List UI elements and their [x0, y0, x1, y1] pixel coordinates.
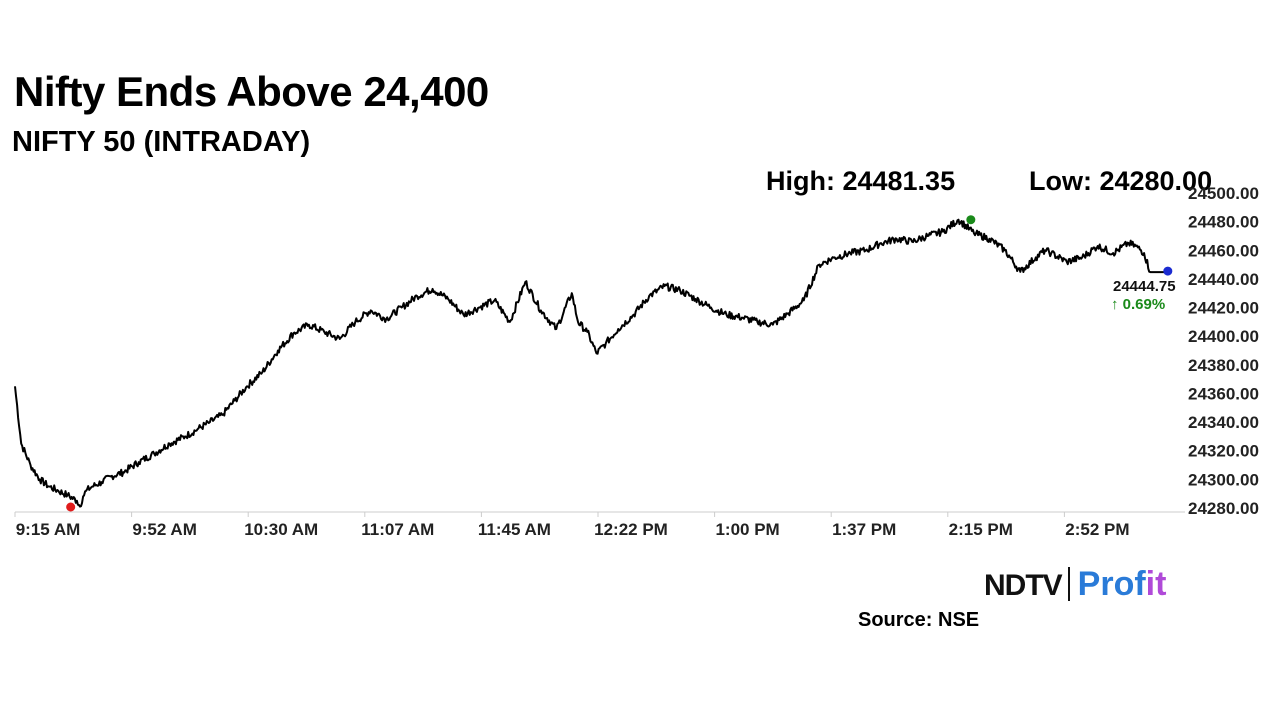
x-tick-label: 10:30 AM	[244, 520, 318, 539]
low-marker	[66, 502, 76, 512]
last-price-label: 24444.75	[1113, 278, 1176, 295]
logo-profit-part-b: it	[1145, 565, 1167, 603]
x-tick-label: 1:37 PM	[832, 520, 896, 539]
y-tick-label: 24320.00	[1188, 442, 1259, 461]
y-tick-label: 24300.00	[1188, 470, 1259, 489]
source-note: Source: NSE	[858, 609, 979, 632]
high-marker	[966, 215, 976, 225]
source-text: Source: NSE	[858, 609, 980, 631]
x-tick-label: 2:15 PM	[949, 520, 1013, 539]
y-tick-label: 24360.00	[1188, 384, 1259, 403]
logo-divider	[1067, 567, 1070, 601]
ndtv-profit-logo: NDTV Profit	[984, 565, 1166, 604]
y-tick-label: 24340.00	[1188, 413, 1259, 432]
y-tick-label: 24280.00	[1188, 499, 1259, 518]
y-tick-label: 24480.00	[1188, 213, 1259, 232]
y-tick-label: 24400.00	[1188, 327, 1259, 346]
x-tick-label: 12:22 PM	[594, 520, 668, 539]
y-tick-label: 24420.00	[1188, 299, 1259, 318]
price-line	[14, 218, 1169, 508]
change-label: ↑ 0.69%	[1111, 296, 1165, 313]
x-tick-label: 11:07 AM	[361, 520, 434, 539]
y-tick-label: 24460.00	[1188, 241, 1259, 260]
x-tick-label: 9:15 AM	[16, 520, 81, 539]
last-price-marker	[1163, 266, 1173, 276]
low-label: Low: 24280.00	[1029, 166, 1213, 196]
chart-subtitle: NIFTY 50 (INTRADAY)	[12, 126, 311, 158]
logo-profit-text: Profit	[1078, 565, 1167, 603]
logo-profit-part-a: Prof	[1077, 565, 1146, 603]
high-label: High: 24481.35	[766, 166, 956, 196]
y-tick-label: 24380.00	[1188, 356, 1259, 375]
chart-title: Nifty Ends Above 24,400	[14, 68, 489, 115]
x-tick-label: 9:52 AM	[132, 520, 197, 539]
y-tick-label: 24440.00	[1188, 270, 1259, 289]
logo-ndtv-text: NDTV	[984, 569, 1063, 602]
x-tick-label: 2:52 PM	[1065, 520, 1129, 539]
x-tick-label: 1:00 PM	[715, 520, 779, 539]
y-tick-label: 24500.00	[1188, 184, 1259, 203]
x-tick-label: 11:45 AM	[478, 520, 551, 539]
